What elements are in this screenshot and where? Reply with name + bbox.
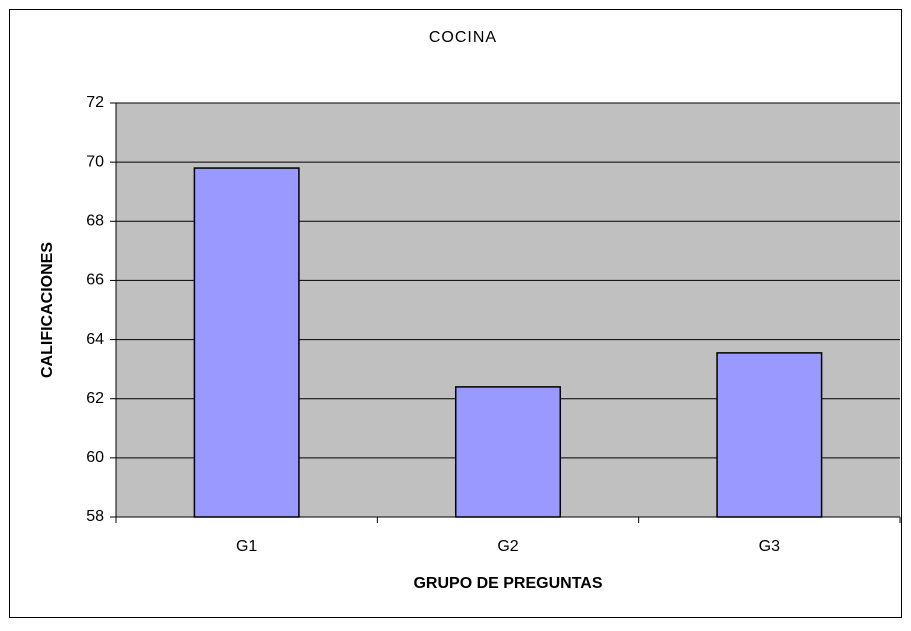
y-tick-label: 72 [86,94,104,111]
x-axis-label: GRUPO DE PREGUNTAS [413,575,602,592]
y-tick-label: 64 [86,331,104,348]
bar [454,386,562,518]
y-axis-label: CALIFICACIONES [39,242,56,378]
x-tick-label: G2 [497,538,518,555]
y-tick-label: 62 [86,390,104,407]
chart-title: COCINA [429,29,497,46]
x-tick-label: G3 [759,538,780,555]
x-tick-label: G1 [236,538,257,555]
y-tick-label: 68 [86,213,104,230]
y-tick-label: 58 [86,508,104,525]
y-tick-label: 60 [86,449,104,466]
bar [716,352,823,518]
y-tick-label: 66 [86,272,104,289]
bar [193,167,300,518]
y-tick-label: 70 [86,153,104,170]
